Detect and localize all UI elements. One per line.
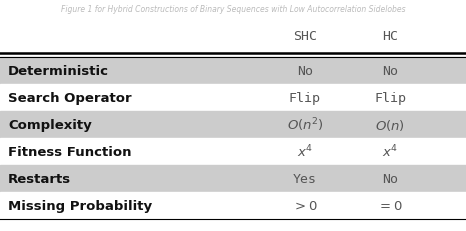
Text: $> 0$: $> 0$ [292,199,318,212]
Text: Missing Probability: Missing Probability [8,199,152,212]
Text: Deterministic: Deterministic [8,65,109,78]
Bar [0,138,466,165]
Text: No: No [382,172,398,185]
Text: $O(n^2)$: $O(n^2)$ [287,116,323,134]
Bar [0,192,466,219]
Bar [0,165,466,192]
Bar [0,58,466,85]
Text: $x^4$: $x^4$ [297,144,313,160]
Text: $= 0$: $= 0$ [377,199,403,212]
Text: SHC: SHC [293,30,317,43]
Text: Fitness Function: Fitness Function [8,145,131,158]
Text: $x^4$: $x^4$ [382,144,398,160]
Text: Flip: Flip [374,92,406,105]
Text: $O(n)$: $O(n)$ [375,118,405,132]
Text: Flip: Flip [289,92,321,105]
Bar [0,85,466,112]
Text: Search Operator: Search Operator [8,92,131,105]
Text: Complexity: Complexity [8,119,92,131]
Bar [0,112,466,138]
Text: HC: HC [382,30,398,43]
Text: No: No [297,65,313,78]
Text: Figure 1 for Hybrid Constructions of Binary Sequences with Low Autocorrelation S: Figure 1 for Hybrid Constructions of Bin… [61,5,405,14]
Text: Restarts: Restarts [8,172,71,185]
Text: Yes: Yes [293,172,317,185]
Text: No: No [382,65,398,78]
